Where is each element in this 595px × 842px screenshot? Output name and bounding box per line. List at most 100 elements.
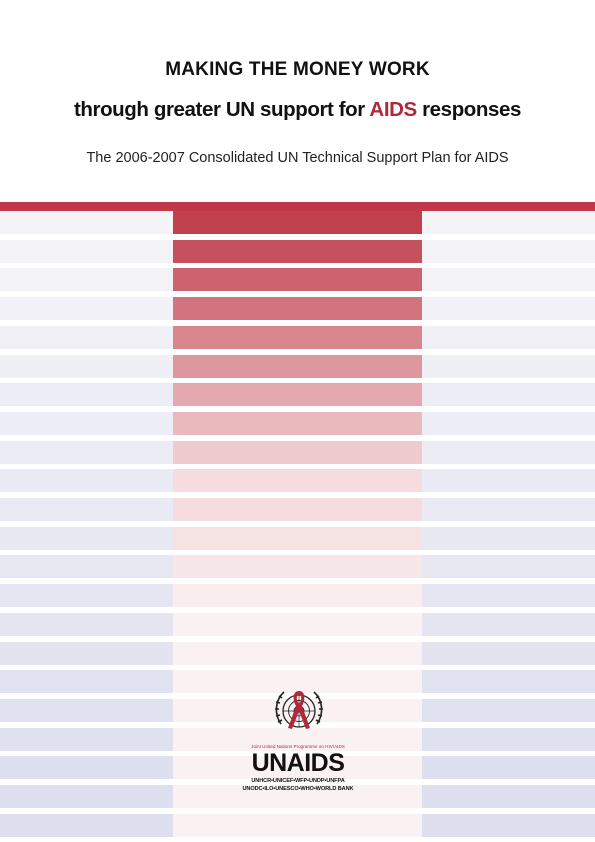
- stripe-side-band: [422, 498, 595, 521]
- stripe-side-band: [0, 441, 173, 464]
- stripe-side-band: [422, 670, 595, 693]
- stripe-side-band: [0, 670, 173, 693]
- stripe-side-band: [422, 441, 595, 464]
- stripe-row: [0, 642, 595, 665]
- stripe-center-band: [173, 756, 422, 779]
- stripe-row: [0, 527, 595, 550]
- stripe-center-band: [173, 498, 422, 521]
- stripe-row: [0, 412, 595, 435]
- stripe-center-band: [173, 355, 422, 378]
- stripe-side-band: [422, 785, 595, 808]
- stripe-side-band: [0, 785, 173, 808]
- stripe-row: [0, 584, 595, 607]
- stripe-center-band: [173, 555, 422, 578]
- cover-subtitle-heading: through greater UN support for AIDS resp…: [0, 98, 595, 122]
- stripe-row: [0, 756, 595, 779]
- stripe-side-band: [0, 527, 173, 550]
- stripe-row: [0, 670, 595, 693]
- stripe-row: [0, 326, 595, 349]
- stripe-row: [0, 268, 595, 291]
- stripe-side-band: [422, 728, 595, 751]
- stripe-row: [0, 383, 595, 406]
- stripe-side-band: [0, 240, 173, 263]
- stripe-side-band: [0, 355, 173, 378]
- stripe-side-band: [422, 383, 595, 406]
- stripe-center-band: [173, 297, 422, 320]
- stripe-side-band: [0, 211, 173, 234]
- stripe-center-band: [173, 469, 422, 492]
- stripe-row: [0, 785, 595, 808]
- plan-subtitle: The 2006-2007 Consolidated UN Technical …: [86, 150, 509, 166]
- stripe-center-band: [173, 268, 422, 291]
- stripe-side-band: [422, 613, 595, 636]
- stripe-center-band: [173, 728, 422, 751]
- stripe-side-band: [0, 412, 173, 435]
- stripe-row: [0, 728, 595, 751]
- title-line2-text: through greater UN support for: [73, 98, 370, 121]
- stripe-side-band: [422, 240, 595, 263]
- stripe-center-band: [173, 412, 422, 435]
- stripe-side-band: [422, 814, 595, 837]
- stripe-side-band: [0, 498, 173, 521]
- stripe-center-band: [173, 240, 422, 263]
- stripe-row: [0, 469, 595, 492]
- stripe-row: [0, 297, 595, 320]
- stripe-side-band: [0, 756, 173, 779]
- stripe-side-band: [0, 469, 173, 492]
- stripe-side-band: [0, 268, 173, 291]
- stripe-side-band: [0, 383, 173, 406]
- stripe-side-band: [422, 412, 595, 435]
- stripe-side-band: [422, 555, 595, 578]
- cosponsors-line-2: UNODC•ILO•UNESCO•WHO•WORLD BANK: [242, 786, 354, 792]
- stripe-center-band: [173, 785, 422, 808]
- stripe-side-band: [422, 326, 595, 349]
- stripe-side-band: [0, 728, 173, 751]
- cover-title: MAKING THE MONEY WORK: [165, 59, 430, 80]
- stripe-side-band: [0, 555, 173, 578]
- stripe-center-band: [173, 584, 422, 607]
- stripe-center-band: [173, 613, 422, 636]
- logo-wordmark: UNAIDS: [251, 749, 345, 777]
- stripe-center-band: [173, 326, 422, 349]
- top-red-bar: [0, 202, 595, 211]
- stripe-center-band: [173, 211, 422, 234]
- stripe-side-band: [0, 297, 173, 320]
- stripe-side-band: [0, 699, 173, 722]
- stripe-side-band: [422, 584, 595, 607]
- title-accent-word: AIDS: [369, 98, 417, 121]
- stripe-row: [0, 240, 595, 263]
- stripe-center-band: [173, 642, 422, 665]
- stripe-side-band: [422, 268, 595, 291]
- stripe-row: [0, 211, 595, 234]
- stripe-row: [0, 498, 595, 521]
- stripe-center-band: [173, 527, 422, 550]
- cosponsors-line-1: UNHCR•UNICEF•WFP•UNDP•UNFPA: [251, 778, 345, 784]
- stripe-side-band: [422, 527, 595, 550]
- stripe-side-band: [0, 642, 173, 665]
- title-line2-end: responses: [416, 98, 522, 121]
- stripe-row: [0, 355, 595, 378]
- stripe-row: [0, 441, 595, 464]
- stripe-row: [0, 814, 595, 837]
- stripe-center-band: [173, 814, 422, 837]
- logo-tagline: Joint United Nations Programme on HIV/AI…: [251, 744, 345, 749]
- stripe-center-band: [173, 441, 422, 464]
- stripe-side-band: [422, 211, 595, 234]
- stripe-side-band: [422, 297, 595, 320]
- stripe-side-band: [0, 814, 173, 837]
- stripe-side-band: [422, 699, 595, 722]
- stripe-side-band: [422, 355, 595, 378]
- stripe-side-band: [0, 326, 173, 349]
- stripe-pattern: [0, 211, 595, 842]
- stripe-side-band: [422, 469, 595, 492]
- stripe-side-band: [422, 756, 595, 779]
- stripe-side-band: [0, 613, 173, 636]
- stripe-center-band: [173, 670, 422, 693]
- unaids-logo: Joint United Nations Programme on HIV/AI…: [238, 686, 358, 801]
- stripe-row: [0, 613, 595, 636]
- stripe-row: [0, 555, 595, 578]
- un-emblem-icon: [275, 691, 323, 729]
- stripe-side-band: [422, 642, 595, 665]
- stripe-center-band: [173, 383, 422, 406]
- stripe-side-band: [0, 584, 173, 607]
